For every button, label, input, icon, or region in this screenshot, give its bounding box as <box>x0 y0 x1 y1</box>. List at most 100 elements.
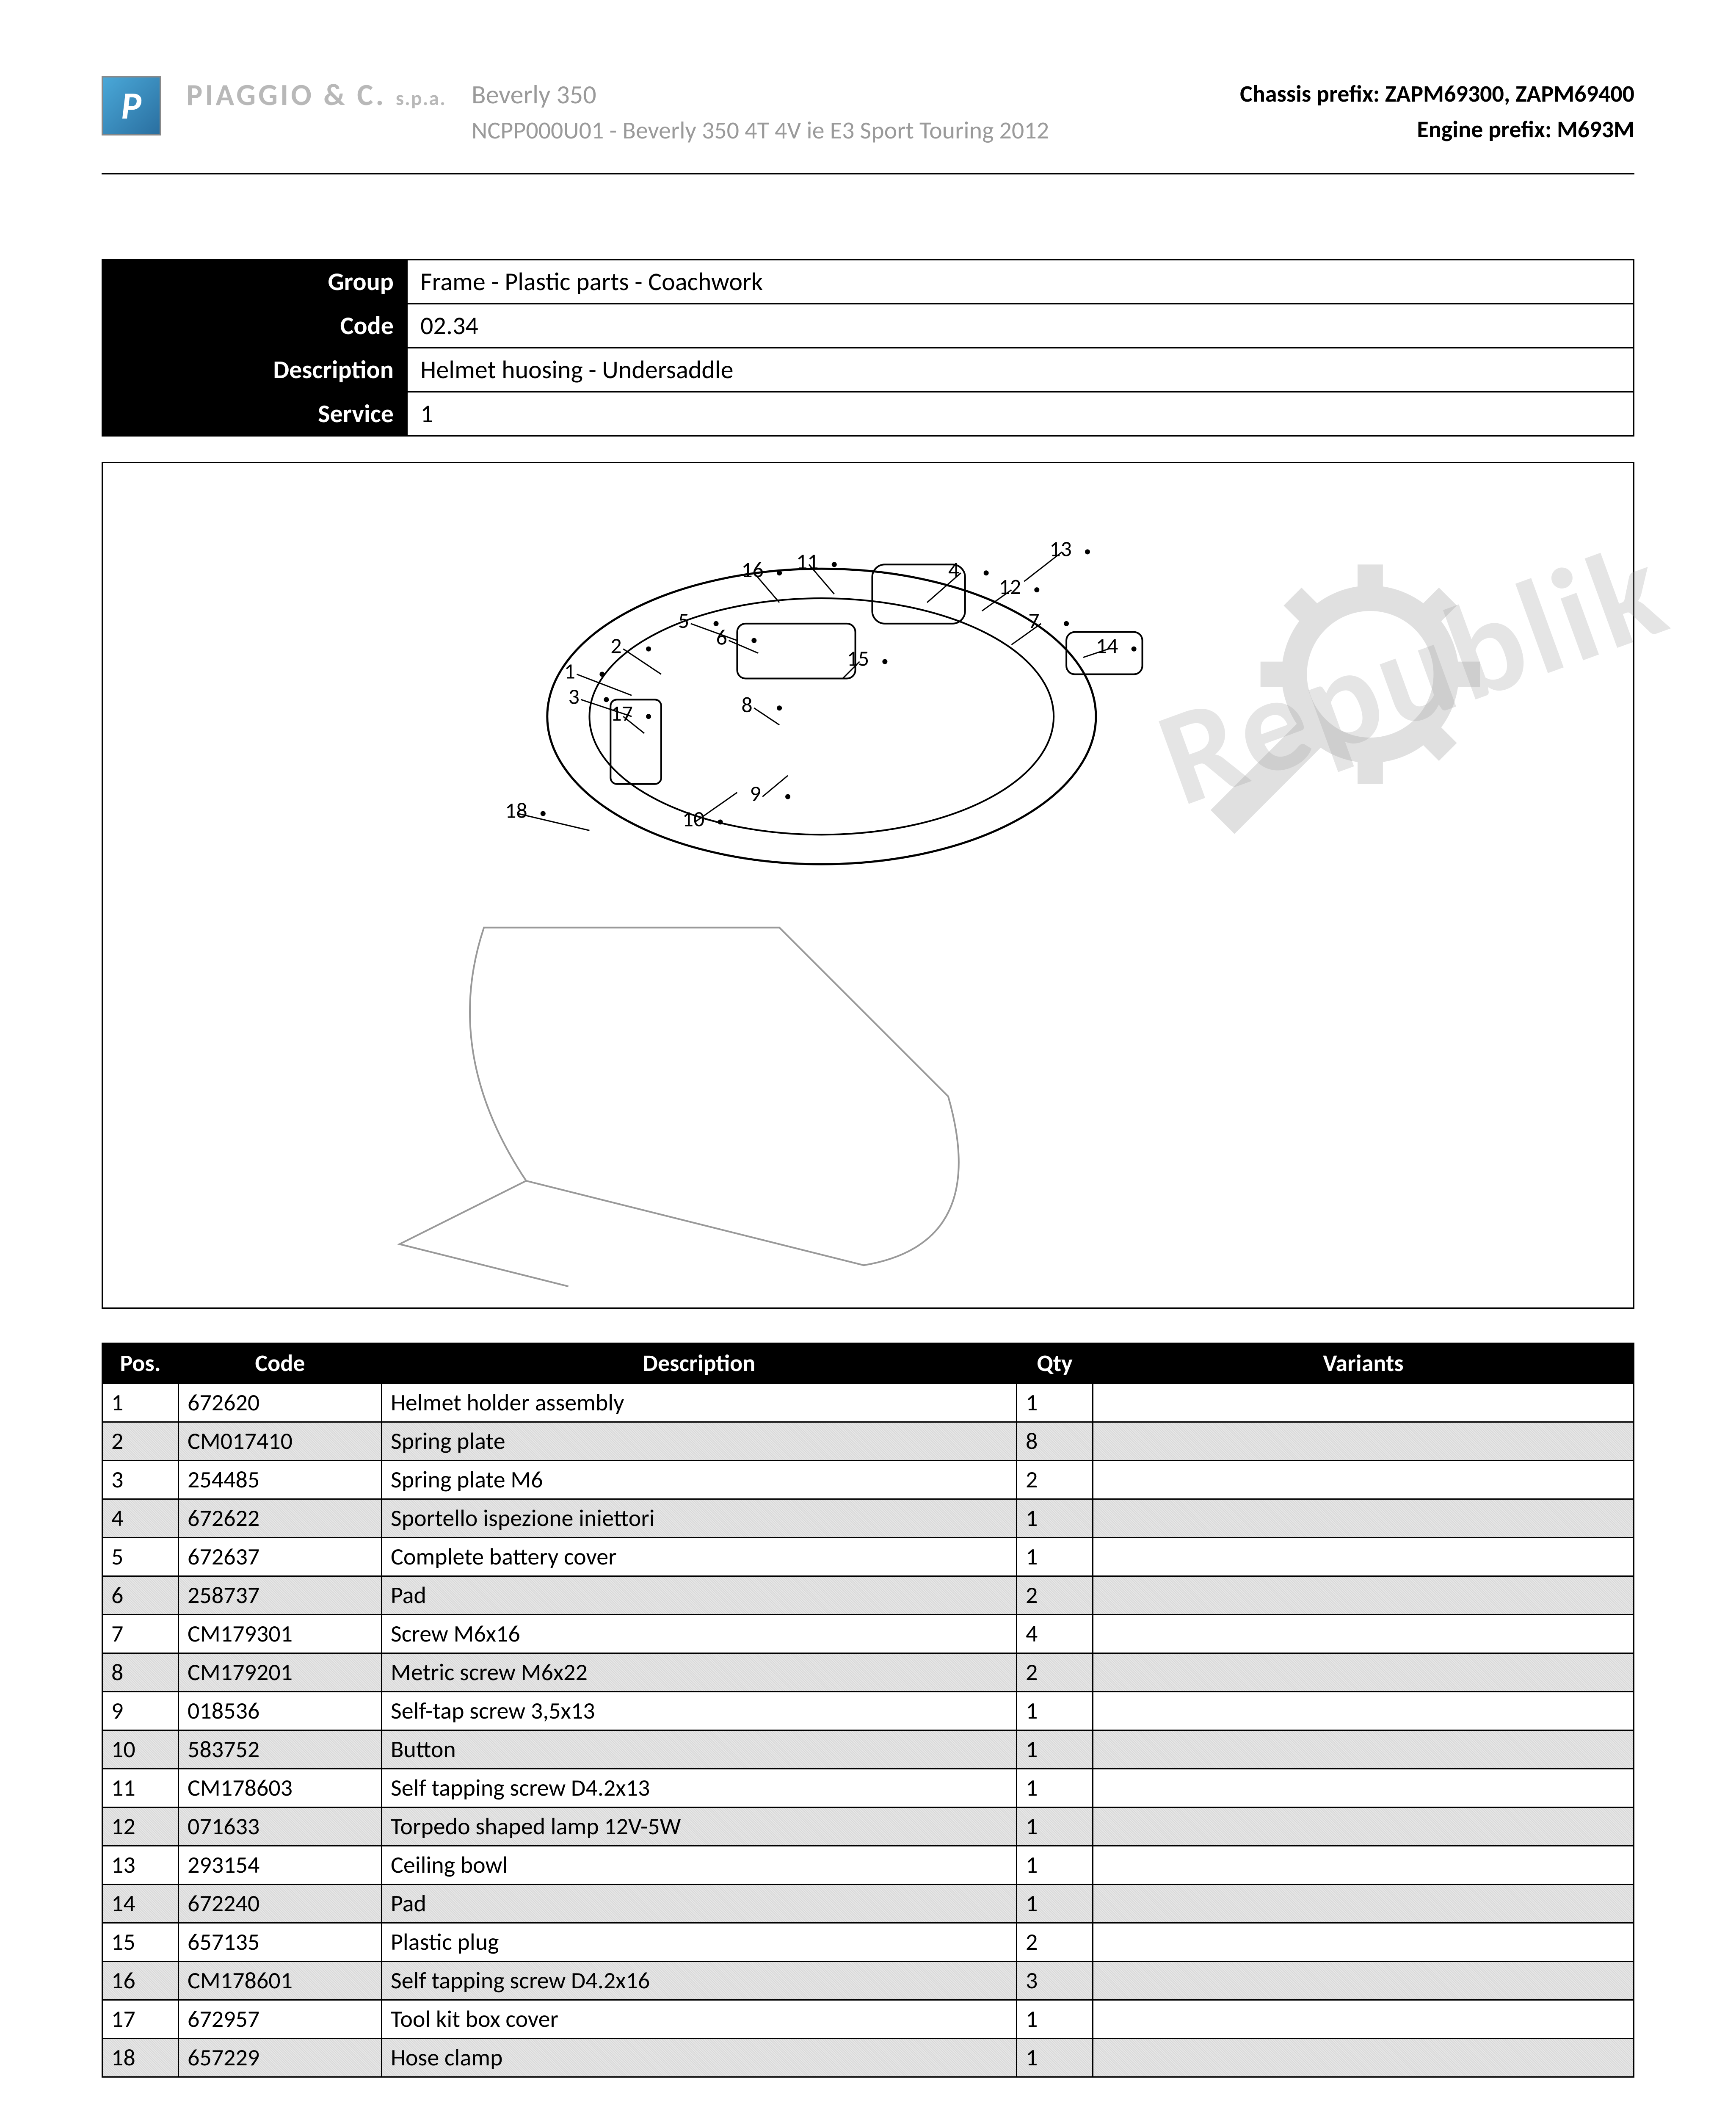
table-row: 14672240Pad1 <box>102 1885 1634 1923</box>
cell-code: 672620 <box>179 1384 382 1422</box>
cell-code: 672637 <box>179 1538 382 1576</box>
cell-var <box>1093 1962 1634 2000</box>
cell-pos: 11 <box>102 1769 179 1807</box>
cell-pos: 4 <box>102 1499 179 1538</box>
cell-code: 254485 <box>179 1461 382 1499</box>
parts-tbody: 1672620Helmet holder assembly12CM017410S… <box>102 1384 1634 2077</box>
cell-qty: 1 <box>1017 2039 1093 2077</box>
cell-var <box>1093 2000 1634 2039</box>
th-desc: Description <box>382 1343 1017 1384</box>
table-row: 13293154Ceiling bowl1 <box>102 1846 1634 1885</box>
cell-desc: Ceiling bowl <box>382 1846 1017 1885</box>
frame-outline <box>400 564 1143 1286</box>
th-code: Code <box>179 1343 382 1384</box>
cell-code: 583752 <box>179 1730 382 1769</box>
cell-desc: Metric screw M6x22 <box>382 1653 1017 1692</box>
cell-code: 258737 <box>179 1576 382 1615</box>
brand-block: PIAGGIO & C. s.p.a. <box>186 76 446 113</box>
cell-pos: 18 <box>102 2039 179 2077</box>
cell-desc: Spring plate <box>382 1422 1017 1461</box>
chassis-value: ZAPM69300, ZAPM69400 <box>1385 80 1634 108</box>
table-row: 1672620Helmet holder assembly1 <box>102 1384 1634 1422</box>
cell-desc: Screw M6x16 <box>382 1615 1017 1653</box>
engine-value: M693M <box>1557 115 1634 144</box>
cell-qty: 2 <box>1017 1576 1093 1615</box>
cell-desc: Spring plate M6 <box>382 1461 1017 1499</box>
callout-8: 8 <box>741 691 752 718</box>
cell-var <box>1093 1422 1634 1461</box>
cell-qty: 1 <box>1017 1730 1093 1769</box>
header-left: P PIAGGIO & C. s.p.a. Beverly 350 NCPP00… <box>102 76 1049 147</box>
brand-amp: & <box>323 76 348 113</box>
cell-pos: 10 <box>102 1730 179 1769</box>
callout-15: 15 <box>847 645 869 672</box>
cell-code: 071633 <box>179 1807 382 1846</box>
cell-var <box>1093 1576 1634 1615</box>
table-row: 3254485Spring plate M62 <box>102 1461 1634 1499</box>
cell-qty: 4 <box>1017 1615 1093 1653</box>
cell-desc: Pad <box>382 1576 1017 1615</box>
cell-desc: Tool kit box cover <box>382 2000 1017 2039</box>
cell-var <box>1093 1653 1634 1692</box>
model-code: NCPP000U01 - Beverly 350 4T 4V ie E3 Spo… <box>472 113 1049 147</box>
model-block: Beverly 350 NCPP000U01 - Beverly 350 4T … <box>472 76 1049 147</box>
cell-desc: Button <box>382 1730 1017 1769</box>
info-row-code: Code 02.34 <box>102 304 1634 348</box>
table-row: 6258737Pad2 <box>102 1576 1634 1615</box>
cell-code: 672240 <box>179 1885 382 1923</box>
cell-desc: Pad <box>382 1885 1017 1923</box>
cell-qty: 1 <box>1017 1384 1093 1422</box>
cell-desc: Plastic plug <box>382 1923 1017 1962</box>
cell-var <box>1093 1384 1634 1422</box>
cell-var <box>1093 1615 1634 1653</box>
th-var: Variants <box>1093 1343 1634 1384</box>
callout-10: 10 <box>682 805 705 832</box>
table-row: 9018536Self-tap screw 3,5x131 <box>102 1692 1634 1730</box>
brand-spa: s.p.a. <box>396 86 446 111</box>
info-label-service: Service <box>102 392 407 436</box>
table-row: 16CM178601Self tapping screw D4.2x163 <box>102 1962 1634 2000</box>
cell-pos: 14 <box>102 1885 179 1923</box>
chassis-line: Chassis prefix: ZAPM69300, ZAPM69400 <box>1240 76 1634 112</box>
cell-desc: Hose clamp <box>382 2039 1017 2077</box>
cell-qty: 2 <box>1017 1653 1093 1692</box>
cell-code: 293154 <box>179 1846 382 1885</box>
cell-desc: Self-tap screw 3,5x13 <box>382 1692 1017 1730</box>
cell-var <box>1093 1885 1634 1923</box>
header-right: Chassis prefix: ZAPM69300, ZAPM69400 Eng… <box>1240 76 1634 147</box>
cell-qty: 1 <box>1017 1538 1093 1576</box>
cell-code: 018536 <box>179 1692 382 1730</box>
cell-code: 657135 <box>179 1923 382 1962</box>
brand-name: PIAGGIO <box>186 76 314 113</box>
diagram-svg: 123456789101112131415161718 <box>103 463 1633 1307</box>
callout-17: 17 <box>610 700 633 727</box>
callout-16: 16 <box>741 556 764 583</box>
cell-code: CM178603 <box>179 1769 382 1807</box>
cell-var <box>1093 1807 1634 1846</box>
th-qty: Qty <box>1017 1343 1093 1384</box>
table-row: 18657229Hose clamp1 <box>102 2039 1634 2077</box>
cell-var <box>1093 1769 1634 1807</box>
cell-desc: Torpedo shaped lamp 12V-5W <box>382 1807 1017 1846</box>
cell-pos: 8 <box>102 1653 179 1692</box>
cell-pos: 1 <box>102 1384 179 1422</box>
cell-qty: 2 <box>1017 1923 1093 1962</box>
table-row: 2CM017410Spring plate8 <box>102 1422 1634 1461</box>
cell-desc: Self tapping screw D4.2x13 <box>382 1769 1017 1807</box>
cell-desc: Sportello ispezione iniettori <box>382 1499 1017 1538</box>
callout-2: 2 <box>610 633 621 659</box>
th-pos: Pos. <box>102 1343 179 1384</box>
info-value-code: 02.34 <box>407 304 1634 348</box>
table-row: 4672622Sportello ispezione iniettori1 <box>102 1499 1634 1538</box>
cell-var <box>1093 1538 1634 1576</box>
cell-var <box>1093 2039 1634 2077</box>
cell-pos: 12 <box>102 1807 179 1846</box>
table-row: 10583752Button1 <box>102 1730 1634 1769</box>
callout-4: 4 <box>948 556 959 583</box>
table-row: 15657135Plastic plug2 <box>102 1923 1634 1962</box>
cell-qty: 1 <box>1017 1499 1093 1538</box>
page-header: P PIAGGIO & C. s.p.a. Beverly 350 NCPP00… <box>102 76 1634 174</box>
cell-pos: 2 <box>102 1422 179 1461</box>
engine-label: Engine prefix: <box>1417 115 1557 144</box>
callout-12: 12 <box>999 573 1021 600</box>
